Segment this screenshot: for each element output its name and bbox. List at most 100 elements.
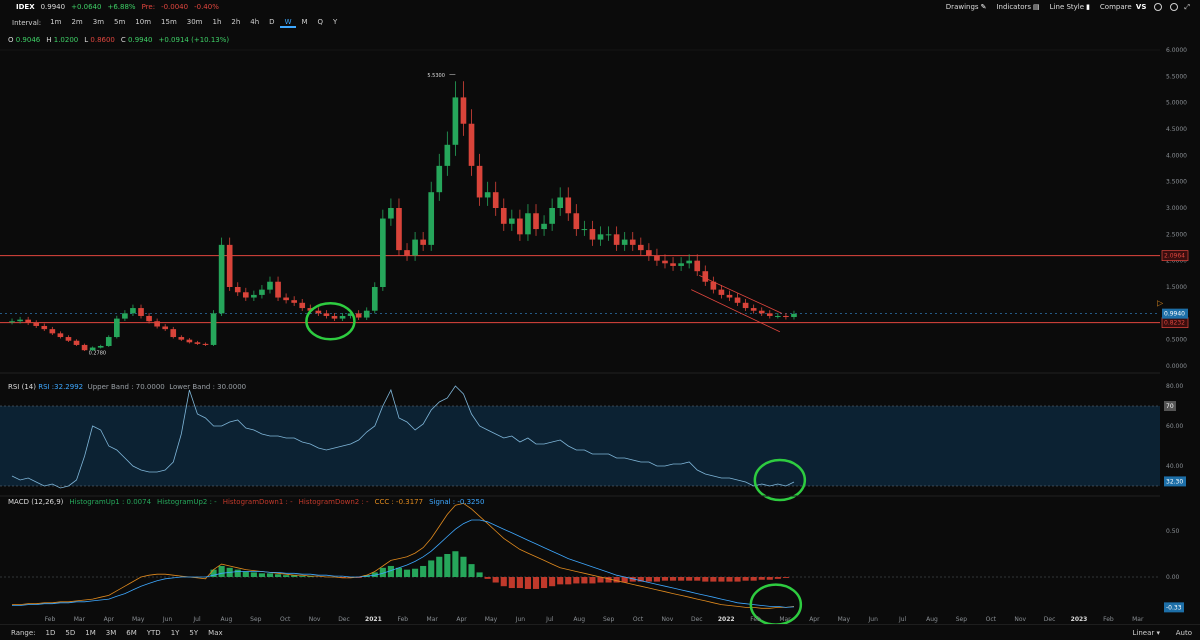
clock-icon[interactable]	[1170, 3, 1179, 11]
macd-histogram-bar	[371, 572, 378, 577]
interval-1m[interactable]: 1m	[50, 18, 62, 26]
interval-30m[interactable]: 30m	[186, 18, 203, 26]
candle-body	[444, 144, 451, 166]
candle-body	[702, 271, 709, 282]
candle-body	[533, 213, 539, 230]
interval-4h[interactable]: 4h	[250, 18, 260, 26]
time-tick-label: Aug	[221, 616, 233, 623]
candle-body	[81, 344, 88, 351]
interval-M[interactable]: M	[301, 18, 308, 26]
settings-icon[interactable]	[1154, 3, 1163, 11]
interval-W[interactable]: W	[279, 18, 297, 28]
macd-histogram-bar	[339, 577, 346, 578]
candle-body	[65, 337, 72, 341]
range-1Y[interactable]: 1Y	[170, 628, 180, 637]
candle-body	[339, 315, 346, 319]
interval-label: Interval:	[12, 19, 42, 27]
range-YTD[interactable]: YTD	[146, 628, 161, 637]
range-Max[interactable]: Max	[208, 628, 223, 637]
macd-histogram-bar	[516, 577, 523, 589]
ohlc-close: 0.9940	[128, 36, 153, 44]
candle-body	[742, 302, 749, 309]
macd-legend-item: HistogramDown1 : -	[222, 498, 293, 506]
time-tick-label: Sep	[250, 616, 262, 623]
indicators-button[interactable]: Indicators ▤	[996, 3, 1039, 11]
ohlc-close-label: C	[120, 36, 126, 44]
price-change-pct: +6.88%	[107, 3, 136, 11]
candle-body	[307, 308, 314, 311]
macd-histogram-bar	[557, 577, 564, 585]
candle-body	[766, 313, 773, 316]
symbol-label[interactable]: IDEX	[16, 3, 35, 11]
price-change: +0.0640	[71, 3, 102, 11]
time-tick-label: Apr	[456, 616, 467, 623]
highlight-circle	[305, 301, 356, 341]
macd-histogram-bar	[307, 576, 314, 577]
auto-scale-button[interactable]: Auto	[1175, 628, 1192, 637]
time-tick-label: Mar	[427, 616, 439, 623]
range-5D[interactable]: 5D	[65, 628, 76, 637]
macd-histogram-bar	[500, 577, 507, 587]
interval-10m[interactable]: 10m	[135, 18, 152, 26]
candle-body	[41, 325, 48, 330]
time-tick-label: May	[838, 616, 851, 623]
range-5Y[interactable]: 5Y	[189, 628, 199, 637]
range-1M[interactable]: 1M	[85, 628, 96, 637]
time-tick-label: Jun	[162, 616, 173, 623]
time-tick-label: Feb	[45, 616, 56, 623]
macd-histogram-bar	[565, 577, 572, 585]
interval-Q[interactable]: Q	[317, 18, 324, 26]
interval-15m[interactable]: 15m	[161, 18, 177, 26]
range-1D[interactable]: 1D	[45, 628, 56, 637]
interval-1h[interactable]: 1h	[212, 18, 222, 26]
rsi-tick-label: 80.00	[1166, 383, 1183, 390]
time-tick-label: Oct	[280, 616, 291, 623]
range-3M[interactable]: 3M	[105, 628, 117, 637]
interval-2h[interactable]: 2h	[231, 18, 241, 26]
candle-body	[138, 308, 144, 316]
premarket-change: -0.0040	[161, 3, 189, 11]
interval-5m[interactable]: 5m	[114, 18, 126, 26]
macd-legend-item: HistogramDown2 : -	[298, 498, 369, 506]
macd-histogram-bar	[218, 565, 225, 577]
candle-body	[57, 333, 64, 338]
candle-body	[259, 289, 265, 295]
line-style-button[interactable]: Line Style ▮	[1050, 3, 1090, 11]
drawings-button[interactable]: Drawings ✎	[946, 3, 987, 11]
candle-body	[130, 308, 136, 314]
interval-3m[interactable]: 3m	[92, 18, 105, 26]
candle-body	[613, 234, 620, 245]
compare-button[interactable]: Compare VS	[1100, 3, 1146, 11]
candle-body	[468, 123, 475, 166]
candle-body	[775, 315, 781, 317]
interval-Y[interactable]: Y	[333, 18, 338, 26]
price-tick-label: 4.5000	[1166, 126, 1187, 133]
rsi-lower-band: Lower Band : 30.0000	[169, 383, 247, 391]
interval-2m[interactable]: 2m	[71, 18, 83, 26]
candle-body	[283, 297, 289, 301]
rsi-current-badge	[1164, 476, 1186, 487]
macd-histogram-bar	[661, 577, 669, 581]
expand-icon[interactable]: ⤢	[1184, 2, 1190, 11]
candle-body	[734, 297, 741, 303]
range-6M[interactable]: 6M	[126, 628, 137, 637]
price-tick-label: 0.5000	[1166, 337, 1187, 344]
time-tick-label: Nov	[309, 616, 321, 623]
candle-body	[202, 343, 209, 345]
interval-list: 1m 2m 3m 5m 10m 15m 30m 1h 2h 4h D W M Q Y	[45, 18, 342, 28]
indicators-label: Indicators	[996, 3, 1032, 11]
macd-histogram-bar	[258, 573, 265, 577]
interval-D[interactable]: D	[269, 18, 275, 26]
macd-histogram-bar	[347, 577, 354, 578]
macd-histogram-bar	[508, 577, 515, 589]
macd-histogram-bar	[412, 568, 419, 577]
price-level-label: 0.8232	[1164, 320, 1185, 327]
scale-mode-select[interactable]: Linear ▾	[1132, 629, 1160, 637]
candle-body	[371, 287, 378, 311]
macd-histogram-bar	[686, 577, 693, 581]
macd-histogram-bar	[476, 572, 483, 577]
macd-histogram-bar	[274, 574, 282, 577]
time-tick-label: Dec	[691, 616, 703, 623]
chart-area[interactable]: 6.0000 5.5000 5.0000 4.5000 4.0000 3.5000 3.00…	[0, 46, 1200, 624]
candle-body	[251, 294, 257, 298]
